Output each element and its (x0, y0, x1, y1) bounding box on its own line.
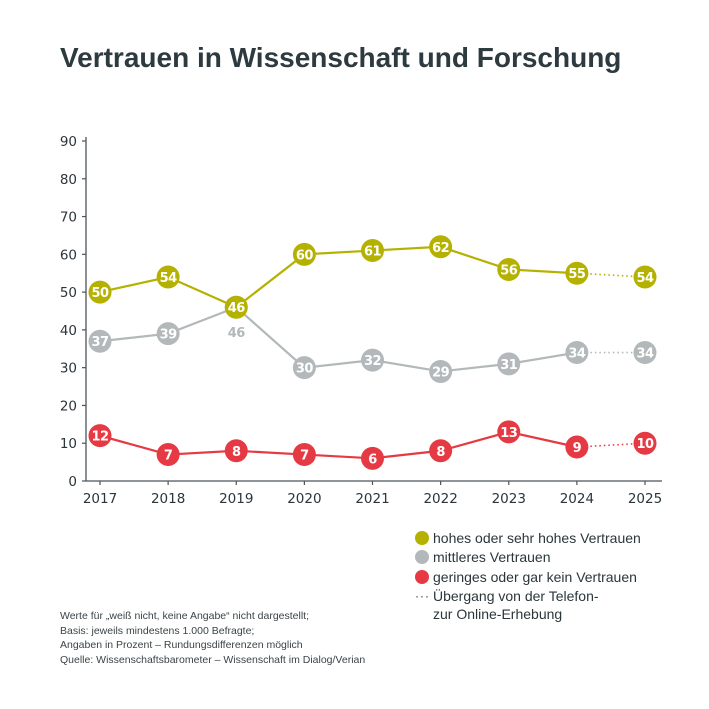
legend-label: mittleres Vertrauen (433, 549, 551, 566)
x-tick-label: 2020 (287, 491, 321, 507)
data-label: 31 (500, 358, 518, 373)
data-label: 13 (500, 426, 518, 441)
data-label: 60 (296, 248, 314, 263)
data-label: 32 (364, 354, 381, 369)
data-point (633, 341, 657, 365)
data-label: 7 (300, 449, 309, 464)
footnote: Werte für „weiß nicht, keine Angabe“ nic… (60, 610, 310, 622)
legend-swatch-medium (415, 550, 429, 565)
data-label: 46 (228, 301, 246, 316)
legend-item-transition: ··· Übergang von der Telefon- (415, 587, 641, 607)
data-label: 8 (232, 445, 241, 460)
data-point (565, 435, 589, 459)
x-tick-label: 2025 (628, 491, 662, 507)
y-tick-label: 20 (60, 398, 77, 414)
footnote: Basis: jeweils mindestens 1.000 Befragte… (60, 624, 255, 637)
footnote: Angaben in Prozent – Rundungsdifferenzen… (60, 639, 303, 651)
legend-item-low: geringes oder gar kein Vertrauen (415, 567, 641, 587)
dotted-line-icon: ··· (415, 589, 430, 604)
x-tick-label: 2017 (83, 491, 117, 507)
data-point (565, 341, 589, 365)
data-point (156, 322, 180, 346)
data-label: 7 (164, 449, 173, 464)
x-tick-label: 2024 (560, 491, 594, 507)
data-point (633, 431, 657, 455)
data-point (88, 424, 112, 448)
data-point (88, 329, 112, 353)
legend-swatch-high (415, 530, 429, 545)
legend-label: hohes oder sehr hohes Vertrauen (433, 529, 641, 546)
data-point (497, 420, 521, 444)
data-point (429, 359, 453, 383)
data-point (361, 239, 384, 263)
legend-item-high: hohes oder sehr hohes Vertrauen (415, 528, 641, 548)
y-tick-label: 0 (68, 474, 77, 490)
y-tick-label: 40 (60, 323, 77, 339)
data-label: 54 (160, 271, 178, 286)
data-label: 61 (364, 245, 382, 260)
data-label: 54 (636, 271, 654, 286)
series-line-1 (99, 245, 577, 309)
x-tick-label: 2021 (355, 491, 389, 507)
legend-item-medium: mittleres Vertrauen (415, 548, 641, 568)
data-label: 29 (432, 365, 450, 380)
y-tick-label: 90 (60, 134, 77, 150)
data-point (88, 280, 112, 304)
data-label: 39 (160, 328, 178, 343)
data-label: 6 (368, 452, 377, 467)
x-tick-label: 2018 (151, 491, 185, 507)
data-label: 8 (436, 445, 445, 460)
data-point (224, 295, 248, 319)
data-label: 12 (91, 430, 108, 445)
data-label: 50 (91, 286, 109, 301)
x-tick-label: 2023 (492, 491, 526, 507)
data-point (224, 439, 248, 463)
data-label: 34 (636, 347, 654, 362)
legend-label-continued: zur Online-Erhebung (433, 606, 563, 622)
data-point (156, 443, 180, 467)
data-point (497, 352, 521, 376)
data-label: 56 (500, 263, 518, 278)
legend-label: Übergang von der Telefon- (433, 588, 599, 605)
data-label: 46 (228, 326, 246, 341)
data-label: 10 (636, 437, 654, 452)
y-tick-label: 50 (60, 285, 77, 301)
chart-title: Vertrauen in Wissenschaft und Forschung (60, 42, 622, 73)
data-point (497, 257, 521, 281)
data-point (429, 235, 453, 259)
data-point (292, 443, 316, 467)
data-point (292, 356, 316, 380)
data-point (361, 348, 384, 372)
data-label: 34 (568, 347, 586, 362)
data-point (156, 265, 180, 289)
x-tick-label: 2022 (423, 491, 457, 507)
legend-label: geringes oder gar kein Vertrauen (433, 568, 637, 585)
footnote: Quelle: Wissenschaftsbarometer – Wissens… (60, 653, 366, 666)
data-label: 55 (568, 267, 586, 282)
y-tick-label: 30 (60, 361, 77, 377)
data-point (565, 261, 589, 285)
data-label: 30 (296, 362, 314, 377)
y-tick-label: 60 (60, 247, 77, 263)
data-label: 9 (573, 441, 582, 456)
legend: hohes oder sehr hohes Vertrauen mittlere… (415, 528, 641, 626)
data-point (633, 265, 657, 289)
data-point (292, 242, 316, 266)
footnotes: Werte für „weiß nicht, keine Angabe“ nic… (60, 609, 365, 667)
legend-swatch-low (415, 569, 429, 584)
data-label: 62 (432, 241, 449, 256)
y-tick-label: 80 (60, 172, 77, 188)
x-tick-label: 2019 (219, 491, 253, 507)
y-tick-label: 70 (60, 210, 77, 226)
data-point (429, 439, 453, 463)
y-tick-label: 10 (60, 436, 77, 452)
data-label: 37 (91, 335, 109, 350)
data-point (361, 446, 384, 470)
